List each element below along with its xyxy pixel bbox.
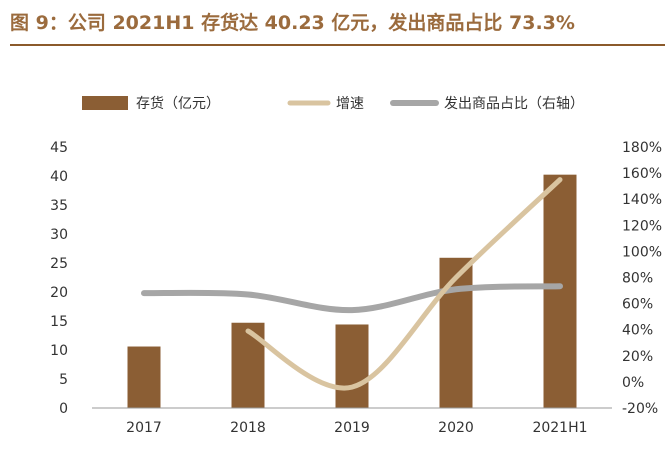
y-right-tick-label: -20% (622, 401, 658, 417)
legend-label-ratio: 发出商品占比（右轴） (444, 96, 584, 112)
y-right-tick-label: 100% (622, 244, 662, 260)
y-left-tick-label: 35 (50, 198, 68, 214)
y-left-tick-label: 30 (50, 227, 68, 243)
y-left-tick-label: 40 (50, 169, 68, 185)
bar-inventory (439, 257, 473, 408)
y-left-tick-label: 20 (50, 285, 68, 301)
y-right-tick-label: 80% (622, 271, 653, 287)
bar-inventory (127, 346, 161, 408)
axes-layer: 0 5 10 15 20 25 30 35 40 45 -20% 0% 20% 40% 60% 80% 100%… (50, 140, 662, 436)
chart-title: 图 9：公司 2021H1 存货达 40.23 亿元，发出商品占比 73.3% (10, 12, 575, 34)
y-right-tick-label: 180% (622, 140, 662, 156)
y-left-tick-label: 25 (50, 256, 68, 272)
title-divider (10, 44, 665, 46)
x-tick-label: 2017 (126, 420, 162, 436)
y-right-tick-label: 20% (622, 349, 653, 365)
bar-inventory (231, 322, 265, 408)
y-right-tick-label: 160% (622, 166, 662, 182)
line-growth (245, 177, 563, 391)
y-left-tick-label: 15 (50, 314, 68, 330)
legend-label-growth: 增速 (336, 96, 364, 112)
line-ratio (141, 283, 563, 314)
y-right-tick-label: 60% (622, 297, 653, 313)
y-left-tick-label: 5 (59, 372, 68, 388)
x-tick-label: 2019 (334, 420, 370, 436)
x-tick-label: 2020 (438, 420, 474, 436)
bar-inventory (543, 174, 577, 408)
lines-layer (141, 177, 563, 391)
y-right-tick-label: 0% (622, 375, 644, 391)
x-tick-label: 2021H1 (532, 420, 587, 436)
y-left-tick-label: 0 (59, 401, 68, 417)
legend-swatch-inventory (82, 96, 128, 110)
legend-label-inventory: 存货（亿元） (136, 95, 220, 112)
bar-inventory (335, 324, 369, 408)
y-right-tick-label: 40% (622, 323, 653, 339)
bars-layer (127, 174, 577, 408)
legend: 存货（亿元） 增速 发出商品占比（右轴） (82, 95, 584, 112)
y-left-tick-label: 10 (50, 343, 68, 359)
y-right-tick-label: 120% (622, 218, 662, 234)
y-right-tick-label: 140% (622, 192, 662, 208)
x-tick-label: 2018 (230, 420, 266, 436)
y-left-tick-label: 45 (50, 140, 68, 156)
